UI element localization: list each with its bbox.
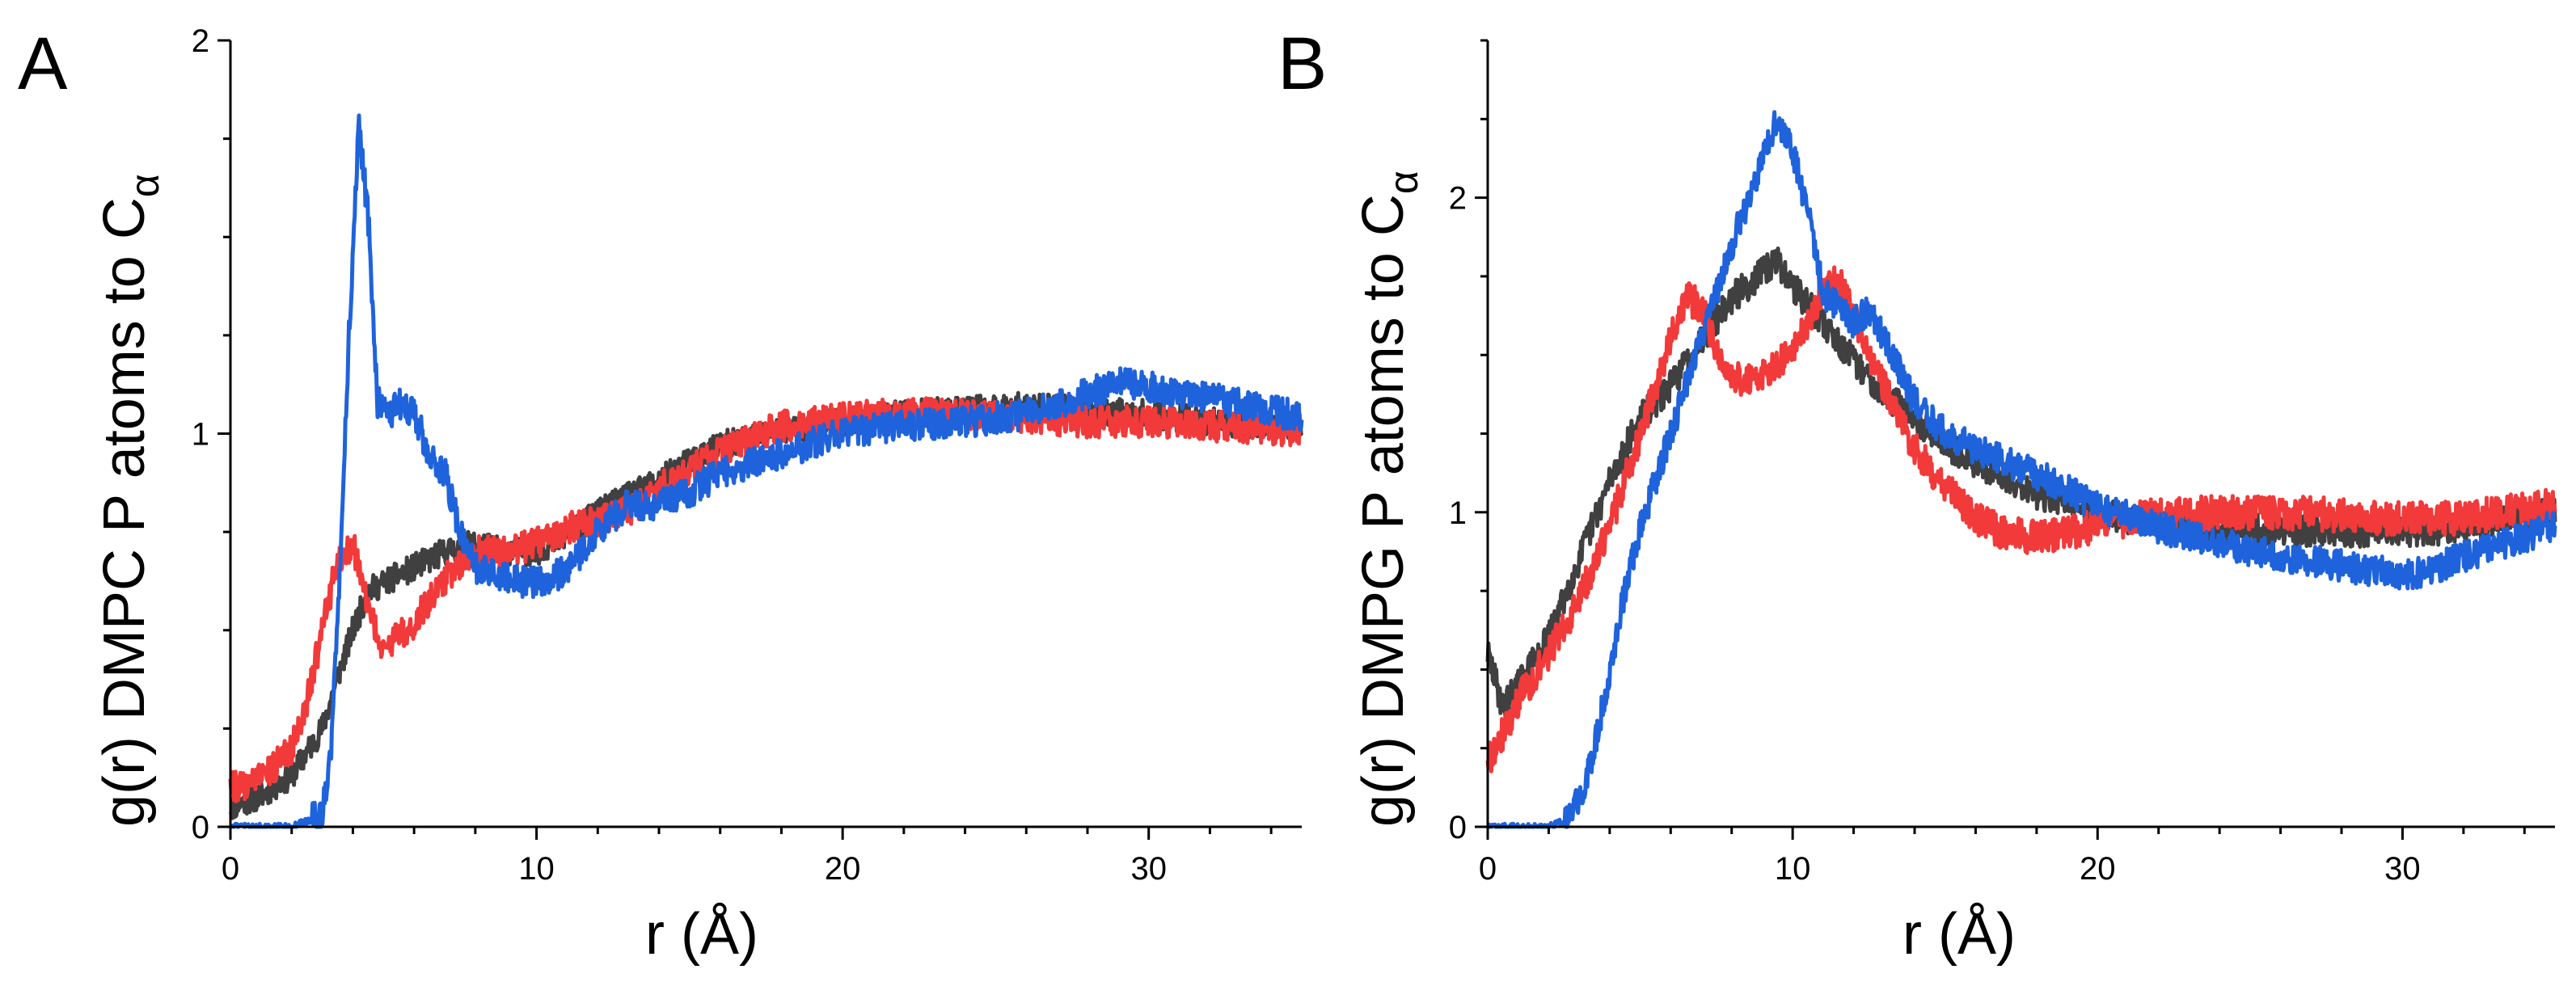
panel-b-y-tick-label: 0 — [1449, 810, 1467, 845]
panel-b-series-blue — [1486, 110, 2557, 829]
panel-a: A g(r) DMPC P atoms to Cα r (Å) 0 10 20 300… — [18, 23, 1304, 967]
panel-b-x-tick-label: 0 — [1479, 851, 1497, 887]
panel-b-y-tick-label: 2 — [1449, 181, 1467, 217]
panel-b-y-axis-title-subscript: α — [1381, 171, 1426, 194]
panel-b-axes: 0 10 20 30 0 1 2 — [1449, 39, 2555, 887]
panel-a-x-tick-label: 0 — [222, 851, 239, 887]
panel-a-letter: A — [18, 23, 68, 105]
panel-a-y-tick-label: 1 — [192, 417, 209, 453]
panel-b-y-axis-title-main: g(r) DMPG P atoms to C — [1351, 194, 1416, 827]
panel-a-axes: 0 10 20 30 0 1 2 — [192, 23, 1302, 887]
panel-b-series-red — [1485, 265, 2557, 773]
panel-a-y-axis-title-main: g(r) DMPC P atoms to C — [92, 197, 157, 827]
panel-b-series-layer — [1485, 110, 2557, 829]
panel-a-y-axis-title: g(r) DMPC P atoms to Cα — [92, 174, 167, 827]
panel-b-series-black — [1485, 247, 2557, 719]
panel-b-y-tick-label: 1 — [1449, 495, 1467, 531]
panel-b-x-tick-label: 20 — [2080, 851, 2116, 887]
panel-a-x-tick-label: 20 — [825, 851, 861, 887]
panel-a-x-axis-title: r (Å) — [645, 902, 758, 967]
panel-b: B g(r) DMPG P atoms to Cα r (Å) 0 10 20 300… — [1277, 23, 2557, 967]
panel-b-x-tick-label: 10 — [1775, 851, 1811, 887]
panel-a-y-axis-title-subscript: α — [122, 174, 167, 197]
panel-a-series-blue — [228, 113, 1304, 829]
panel-a-series-layer — [228, 113, 1304, 829]
panel-a-x-tick-label: 10 — [518, 851, 555, 887]
panel-b-x-axis-title: r (Å) — [1902, 902, 2016, 967]
panel-b-y-axis-title: g(r) DMPG P atoms to Cα — [1351, 171, 1426, 827]
panel-b-letter: B — [1277, 23, 1327, 105]
panel-a-y-tick-label: 2 — [192, 23, 209, 59]
panel-b-x-tick-label: 30 — [2384, 851, 2421, 887]
panel-a-y-tick-label: 0 — [192, 810, 209, 845]
panel-a-series-red — [228, 396, 1303, 803]
panel-a-x-tick-label: 30 — [1130, 851, 1167, 887]
